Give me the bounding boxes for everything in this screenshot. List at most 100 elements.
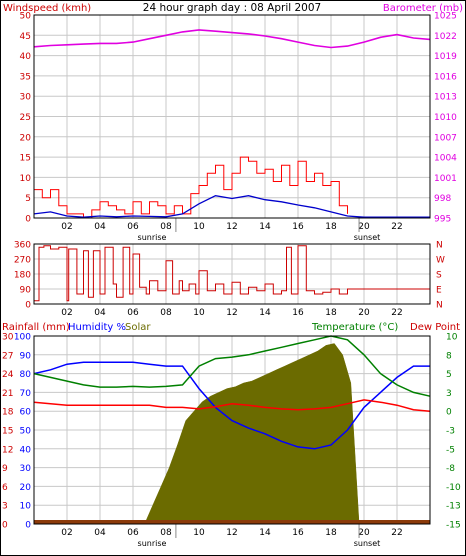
gust-series	[34, 156, 348, 219]
x-tick-label: 04	[94, 222, 106, 232]
temperature-series	[33, 335, 431, 397]
rainfall-tick-label: 18	[2, 408, 14, 418]
x-tick-label: 02	[61, 222, 72, 232]
y-tick-label: 35	[20, 72, 31, 82]
x-tick-label: 16	[292, 222, 304, 232]
y-tick-label: 0	[446, 408, 452, 418]
plot-frame	[33, 243, 431, 305]
humidity-tick-label: 70	[20, 389, 32, 399]
wind-barometer-panel: Windspeed (kmh) Barometer (mb) sunrise s…	[3, 3, 463, 242]
x-tick-label: 04	[94, 308, 106, 318]
sunrise-label: sunrise	[138, 539, 167, 548]
y-tick-label: 5	[446, 370, 452, 380]
y-tick-label: 90	[20, 286, 32, 296]
y-tick-label: W	[436, 256, 445, 266]
y-tick-label: -5	[446, 445, 455, 455]
plot-frame	[33, 335, 431, 525]
humidity-tick-label: 80	[20, 370, 32, 380]
x-tick-label: 08	[160, 308, 172, 318]
y-tick-label: 15	[20, 154, 31, 164]
sunrise-label: sunrise	[138, 233, 167, 242]
x-tick-label: 22	[391, 308, 402, 318]
humidity-tick-label: 90	[20, 351, 32, 361]
x-tick-label: 06	[127, 528, 139, 538]
y-tick-label: 1004	[434, 154, 457, 164]
y-tick-label: E	[436, 286, 442, 296]
y-tick-label: 995	[434, 215, 451, 225]
x-tick-label: 08	[160, 528, 172, 538]
y-tick-label: 1001	[434, 174, 457, 184]
y-tick-label: -3	[446, 427, 455, 437]
x-tick-label: 08	[160, 222, 172, 232]
chart-title: 24 hour graph day : 08 April 2007	[143, 2, 321, 14]
direction-series	[34, 245, 430, 302]
y-tick-label: 998	[434, 194, 451, 204]
temperature-axis-label: Temperature (°C)	[311, 322, 398, 333]
x-tick-label: 02	[61, 528, 72, 538]
humidity-tick-label: 40	[20, 445, 32, 455]
x-tick-label: 16	[292, 528, 304, 538]
x-tick-label: 18	[325, 222, 337, 232]
rainfall-tick-label: 21	[2, 389, 13, 399]
y-tick-label: 270	[14, 256, 31, 266]
x-tick-label: 18	[325, 308, 337, 318]
y-tick-label: -8	[446, 464, 455, 474]
y-tick-label: 50	[20, 12, 32, 22]
x-tick-label: 06	[127, 222, 139, 232]
y-tick-label: 180	[14, 271, 31, 281]
x-tick-label: 10	[193, 528, 205, 538]
rainfall-axis-label: Rainfall (mm)	[2, 322, 70, 333]
rainfall-tick-label: 6	[2, 483, 8, 493]
y-tick-label: 8	[446, 351, 452, 361]
barometer-axis-label: Barometer (mb)	[383, 3, 463, 14]
y-tick-label: 1013	[434, 93, 457, 103]
dew-point-legend: Dew Point	[410, 322, 460, 333]
y-tick-label: 1022	[434, 32, 457, 42]
windspeed-axis-label: Windspeed (kmh)	[3, 3, 91, 14]
y-tick-label: 0	[25, 301, 31, 311]
x-tick-label: 10	[193, 222, 205, 232]
humidity-tick-label: 60	[20, 408, 32, 418]
y-tick-label: 10	[446, 333, 458, 343]
rain-humidity-solar-temperature-panel: Rainfall (mm) Humidity % Solar Temperatu…	[2, 322, 461, 548]
y-tick-label: 30	[20, 93, 32, 103]
sunset-label: sunset	[354, 233, 381, 242]
y-tick-label: 25	[20, 113, 31, 123]
humidity-tick-label: 10	[20, 502, 32, 512]
plot-frame	[33, 14, 431, 219]
y-tick-label: -13	[446, 502, 461, 512]
y-tick-label: 360	[14, 241, 31, 251]
y-tick-label: 1019	[434, 52, 457, 62]
x-tick-label: 18	[325, 528, 337, 538]
rainfall-tick-label: 24	[2, 370, 14, 380]
y-tick-label: N	[436, 301, 443, 311]
x-tick-label: 12	[226, 222, 237, 232]
barometer-series	[33, 29, 431, 49]
rainfall-tick-label: 27	[2, 351, 13, 361]
rainfall-tick-label: 3	[2, 502, 8, 512]
x-tick-label: 14	[259, 528, 271, 538]
sunset-label: sunset	[354, 539, 381, 548]
x-tick-label: 10	[193, 308, 205, 318]
rainfall-tick-label: 12	[2, 445, 13, 455]
x-tick-label: 16	[292, 308, 304, 318]
y-tick-label: 10	[20, 174, 32, 184]
humidity-tick-label: 50	[20, 427, 32, 437]
x-tick-label: 02	[61, 308, 72, 318]
rainfall-tick-label: 9	[2, 464, 8, 474]
x-tick-label: 12	[226, 528, 237, 538]
humidity-tick-label: 100	[14, 333, 31, 343]
y-tick-label: 45	[20, 32, 31, 42]
solar-area	[34, 343, 430, 525]
y-tick-label: -15	[446, 521, 461, 531]
y-tick-label: 1025	[434, 12, 457, 22]
y-tick-label: 40	[20, 52, 32, 62]
x-tick-label: 14	[259, 222, 271, 232]
average-wind-series	[33, 195, 430, 218]
dew-point-series	[33, 399, 431, 412]
rainfall-tick-label: 15	[2, 427, 13, 437]
humidity-tick-label: 30	[20, 464, 32, 474]
humidity-legend: Humidity %	[68, 322, 126, 333]
